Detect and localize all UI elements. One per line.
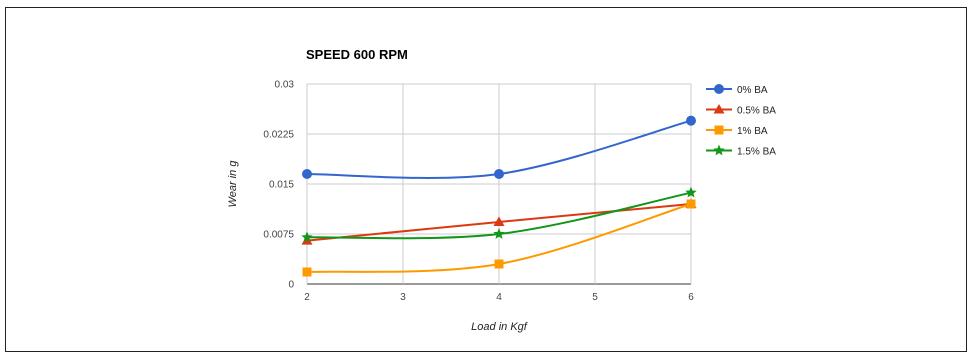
chart-frame <box>5 7 967 352</box>
x-tick-label: 4 <box>496 292 502 303</box>
data-point <box>686 199 696 209</box>
legend: 0% BA 0.5% BA 1% BA 1.5% BA <box>706 84 776 158</box>
y-tick-label: 0.03 <box>275 80 295 91</box>
data-point <box>494 259 504 269</box>
data-point <box>301 231 313 243</box>
x-tick-label: 6 <box>688 292 694 303</box>
y-tick-label: 0.015 <box>269 180 294 191</box>
gridlines <box>306 83 692 285</box>
chart-title: SPEED 600 RPM <box>306 47 408 62</box>
legend-label: 1.5% BA <box>737 147 776 158</box>
legend-swatch-marker <box>713 144 725 156</box>
legend-swatch-marker <box>714 125 724 135</box>
legend-label: 0% BA <box>737 85 768 96</box>
y-tick-label: 0.0075 <box>263 230 294 241</box>
y-axis-ticks: 0 0.0075 0.015 0.0225 0.03 <box>263 80 294 291</box>
data-point <box>302 267 312 277</box>
series-markers <box>301 115 697 277</box>
data-point <box>493 216 505 226</box>
legend-label: 0.5% BA <box>737 106 776 117</box>
x-tick-label: 5 <box>592 292 598 303</box>
x-tick-label: 3 <box>400 292 406 303</box>
legend-swatch-marker <box>714 84 724 94</box>
legend-swatch-marker <box>713 104 725 114</box>
data-point <box>302 169 312 179</box>
x-axis-label: Load in Kgf <box>471 321 528 333</box>
legend-label: 1% BA <box>737 126 768 137</box>
y-tick-label: 0.0225 <box>263 130 294 141</box>
data-point <box>493 228 505 239</box>
data-point <box>494 169 504 179</box>
y-tick-label: 0 <box>288 280 294 291</box>
x-tick-label: 2 <box>304 292 310 303</box>
data-point <box>685 186 697 198</box>
x-axis-ticks: 2 3 4 5 6 <box>304 292 694 303</box>
data-point <box>686 115 696 126</box>
y-axis-label: Wear in g <box>227 160 239 208</box>
